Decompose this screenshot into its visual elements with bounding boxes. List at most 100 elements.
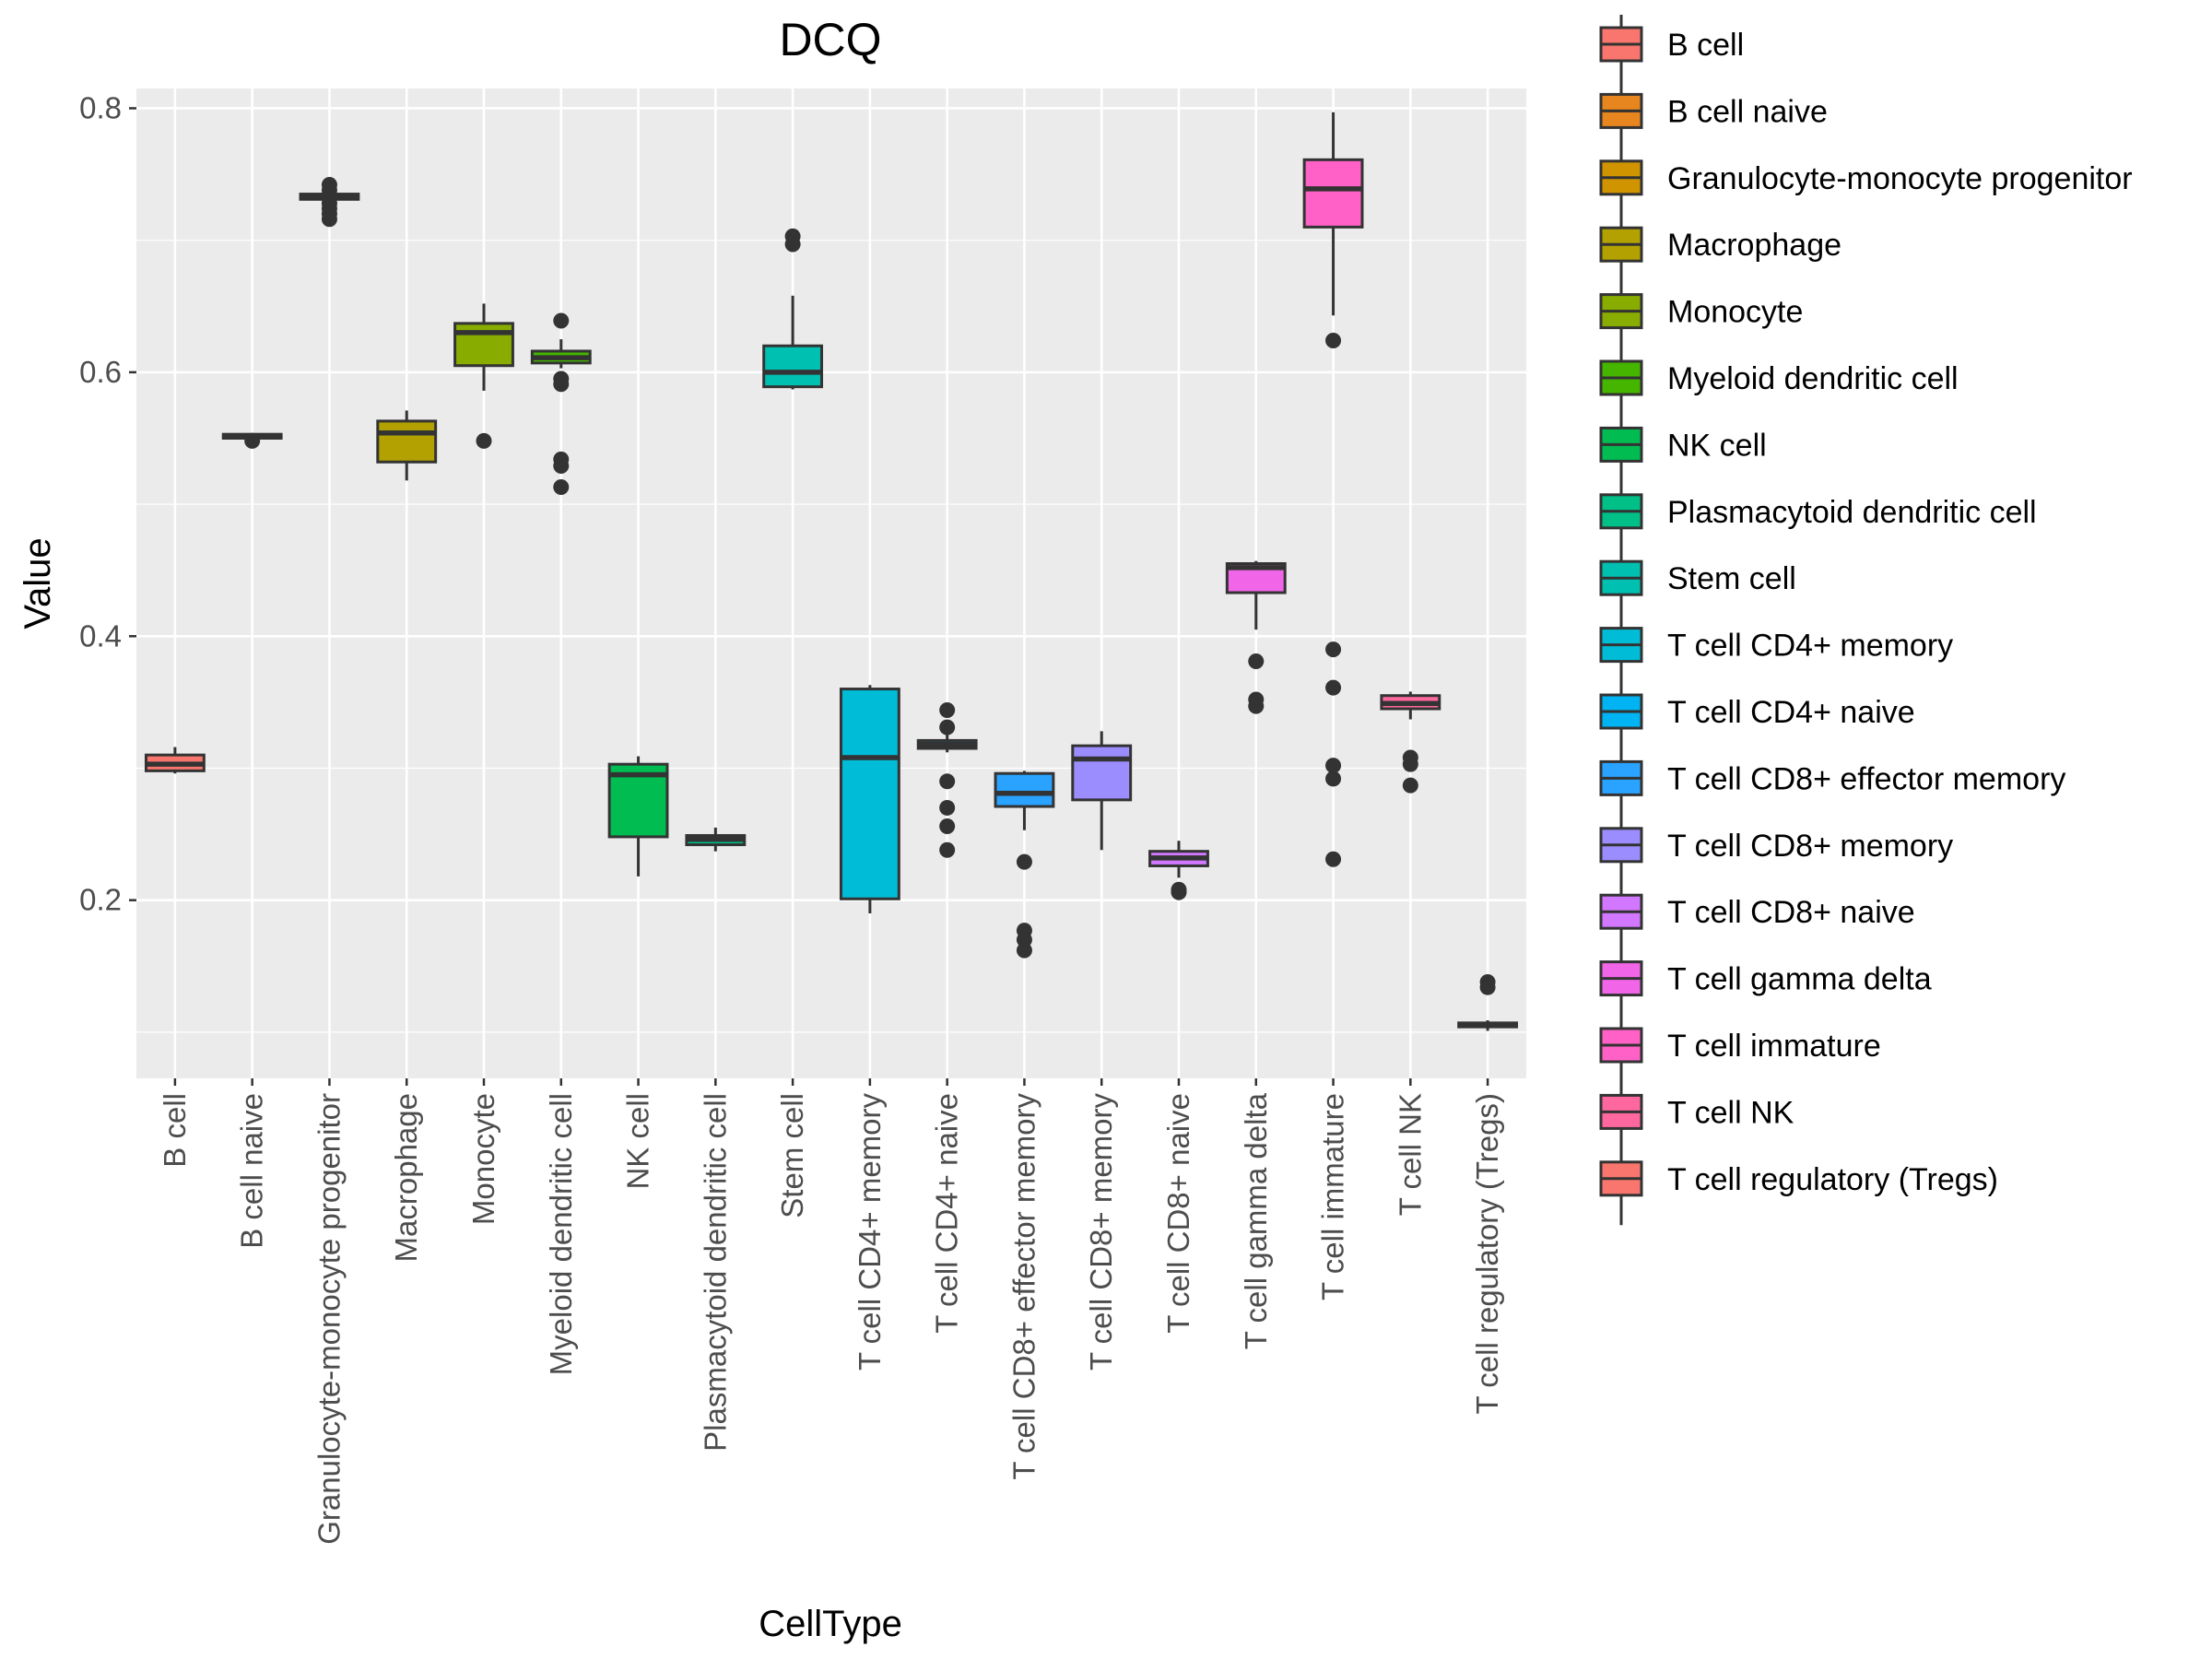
- legend-label: T cell CD4+ naive: [1667, 695, 1915, 730]
- x-tick-label: T cell CD4+ memory: [853, 1093, 887, 1371]
- legend-label: T cell CD4+ memory: [1667, 629, 1953, 664]
- box: [1071, 744, 1133, 802]
- axes: 0.2 0.4 0.6 0.8 B cell B cell naive Granulocyt…: [79, 90, 1504, 1544]
- box-group: [1071, 731, 1133, 851]
- outlier-point: [1016, 853, 1032, 870]
- box-group: [994, 771, 1055, 959]
- box-group: [1380, 691, 1441, 794]
- legend-label: B cell: [1667, 28, 1744, 63]
- legend-label: T cell NK: [1667, 1095, 1794, 1130]
- legend-label: T cell regulatory (Tregs): [1667, 1162, 1998, 1197]
- outlier-point: [1325, 851, 1342, 867]
- outlier-point: [476, 432, 492, 449]
- box: [994, 771, 1055, 808]
- outlier-point: [1171, 884, 1187, 900]
- x-tick-label: Macrophage: [389, 1093, 423, 1262]
- outlier-point: [244, 432, 261, 449]
- outlier-point: [784, 236, 801, 253]
- x-tick-label: Monocyte: [466, 1093, 500, 1225]
- legend-label: T cell CD8+ naive: [1667, 895, 1915, 930]
- outlier-point: [1479, 979, 1496, 995]
- outlier-point: [1248, 698, 1265, 714]
- outlier-point: [939, 701, 956, 718]
- outlier-point: [1325, 679, 1342, 696]
- legend-item: T cell CD8+ naive: [1599, 893, 1915, 930]
- legend-label: NK cell: [1667, 428, 1767, 463]
- box-group: [762, 228, 824, 390]
- y-tick-label: 0.2: [79, 883, 122, 917]
- outlier-point: [553, 376, 570, 393]
- legend-label: Macrophage: [1667, 228, 1841, 263]
- y-tick-label: 0.8: [79, 90, 122, 124]
- x-tick-label: T cell CD8+ memory: [1084, 1093, 1118, 1371]
- legend-item: T cell immature: [1599, 1027, 1881, 1064]
- plot-panel: [136, 88, 1526, 1078]
- x-tick-label: B cell: [158, 1093, 192, 1168]
- x-tick-label: T cell regulatory (Tregs): [1470, 1093, 1504, 1414]
- box-group: [1225, 560, 1287, 714]
- legend-label: Myeloid dendritic cell: [1667, 361, 1959, 396]
- box-group: [685, 827, 747, 852]
- outlier-point: [553, 312, 570, 329]
- box-group: [1148, 841, 1209, 900]
- legend-label: Granulocyte-monocyte progenitor: [1667, 161, 2133, 196]
- box: [376, 419, 438, 464]
- box-group: [144, 747, 206, 774]
- legend-item: NK cell: [1599, 426, 1767, 463]
- legend-item: T cell CD8+ memory: [1599, 827, 1953, 864]
- outlier-point: [1325, 641, 1342, 658]
- box-group: [1302, 112, 1364, 867]
- box-group: [299, 177, 360, 228]
- box-group: [607, 756, 669, 877]
- legend-label: Monocyte: [1667, 295, 1803, 330]
- legend-label: B cell naive: [1667, 94, 1828, 129]
- box-group: [1457, 973, 1519, 1031]
- outlier-point: [321, 211, 337, 228]
- legend-label: T cell immature: [1667, 1029, 1881, 1064]
- x-tick-label: NK cell: [621, 1093, 655, 1190]
- box-group: [839, 685, 900, 913]
- box-group: [221, 432, 283, 449]
- legend-label: Plasmacytoid dendritic cell: [1667, 495, 2037, 530]
- box-layer: [144, 112, 1519, 1031]
- x-tick-label: T cell CD8+ naive: [1161, 1093, 1195, 1334]
- legend-item: Monocyte: [1599, 293, 1803, 330]
- legend-item: T cell CD8+ effector memory: [1599, 759, 2065, 796]
- legend-item: T cell CD4+ naive: [1599, 693, 1915, 730]
- legend-item: Plasmacytoid dendritic cell: [1599, 493, 2037, 530]
- x-tick-label: T cell gamma delta: [1239, 1092, 1273, 1349]
- chart-title: DCQ: [779, 14, 881, 65]
- x-tick-label: T cell CD8+ effector memory: [1006, 1093, 1041, 1480]
- legend-label: T cell CD8+ memory: [1667, 829, 1953, 864]
- box: [453, 322, 514, 368]
- x-axis-title: CellType: [759, 1604, 902, 1644]
- outlier-point: [1016, 942, 1032, 959]
- outlier-point: [321, 182, 337, 198]
- box: [1302, 158, 1364, 229]
- box: [839, 688, 900, 900]
- legend-item: T cell regulatory (Tregs): [1599, 1160, 1998, 1197]
- legend-label: Stem cell: [1667, 561, 1796, 596]
- outlier-point: [1402, 777, 1418, 794]
- x-tick-label: Plasmacytoid dendritic cell: [698, 1093, 732, 1452]
- legend-item: Myeloid dendritic cell: [1599, 359, 1959, 396]
- legend-item: T cell CD4+ memory: [1599, 627, 1953, 664]
- y-tick-label: 0.6: [79, 355, 122, 389]
- legend-item: B cell naive: [1599, 92, 1828, 129]
- outlier-point: [939, 841, 956, 858]
- outlier-point: [553, 458, 570, 475]
- legend-item: Stem cell: [1599, 559, 1796, 596]
- y-axis-title: Value: [18, 537, 58, 629]
- x-tick-label: Granulocyte-monocyte progenitor: [312, 1093, 346, 1545]
- legend-label: T cell gamma delta: [1667, 962, 1932, 997]
- legend-label: T cell CD8+ effector memory: [1667, 761, 2065, 796]
- grid-lines: [136, 88, 1526, 1078]
- legend-item: Macrophage: [1599, 226, 1841, 263]
- outlier-point: [1248, 653, 1265, 669]
- x-tick-label: T cell immature: [1316, 1093, 1350, 1300]
- outlier-point: [1325, 771, 1342, 787]
- box-group: [453, 303, 514, 449]
- legend-background: [1588, 6, 2182, 1231]
- box-group: [376, 410, 438, 481]
